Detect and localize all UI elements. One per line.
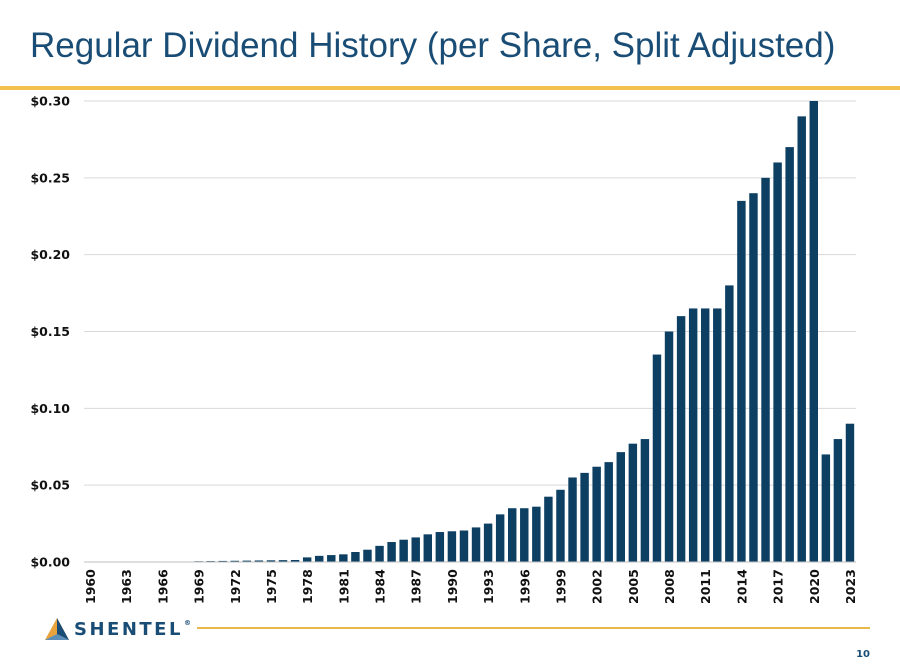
x-tick-label: 2002 bbox=[590, 569, 605, 604]
bar-1978 bbox=[302, 557, 312, 562]
bar-2001 bbox=[580, 472, 589, 562]
bar-2010 bbox=[688, 308, 698, 562]
bar-1972 bbox=[230, 560, 240, 562]
bar-1983 bbox=[363, 549, 372, 562]
registered-mark: ® bbox=[183, 618, 194, 627]
bar-2014 bbox=[737, 200, 746, 562]
bar-1998 bbox=[544, 496, 553, 562]
shentel-triangle-icon bbox=[45, 618, 69, 640]
y-tick-label: $0.25 bbox=[30, 170, 70, 185]
y-tick-label: $0.00 bbox=[30, 555, 70, 570]
x-tick-label: 1999 bbox=[553, 569, 568, 604]
bar-2020 bbox=[809, 101, 819, 562]
bar-2008 bbox=[664, 331, 674, 562]
x-tick-label: 2008 bbox=[662, 569, 677, 604]
x-tick-label: 2011 bbox=[698, 569, 713, 604]
x-tick-label: 1996 bbox=[517, 569, 532, 604]
bar-1991 bbox=[459, 530, 469, 562]
x-tick-label: 2017 bbox=[771, 569, 786, 604]
x-tick-label: 1987 bbox=[409, 569, 424, 604]
bar-1996 bbox=[520, 508, 529, 562]
slide-title: Regular Dividend History (per Share, Spl… bbox=[30, 26, 836, 65]
bar-2013 bbox=[725, 285, 734, 562]
x-tick-label: 1972 bbox=[228, 569, 243, 604]
title-underline bbox=[0, 86, 900, 90]
bar-2011 bbox=[700, 308, 710, 562]
bar-1989 bbox=[435, 532, 445, 562]
bar-1971 bbox=[218, 560, 227, 562]
bar-2019 bbox=[797, 116, 806, 562]
x-tick-label: 1963 bbox=[119, 569, 134, 604]
bar-2016 bbox=[761, 177, 770, 563]
x-tick-label: 2020 bbox=[807, 569, 822, 604]
x-tick-label: 2005 bbox=[626, 569, 641, 604]
bar-2023 bbox=[845, 423, 855, 562]
bar-1980 bbox=[327, 555, 336, 562]
bar-2018 bbox=[785, 147, 794, 562]
y-tick-label: $0.30 bbox=[30, 94, 70, 109]
x-axis-tick-labels: 1960 1963 1966 1969 1972 1975 1978 1981 1984 1987… bbox=[83, 569, 858, 604]
y-tick-label: $0.15 bbox=[30, 324, 70, 339]
bar-1987 bbox=[411, 537, 420, 562]
bar-1982 bbox=[351, 552, 360, 562]
bar-2009 bbox=[676, 316, 686, 562]
bar-2000 bbox=[568, 477, 577, 562]
bar-2003 bbox=[604, 462, 613, 562]
bar-1979 bbox=[314, 555, 324, 562]
bar-1988 bbox=[423, 534, 433, 562]
y-tick-label: $0.20 bbox=[30, 247, 70, 262]
page-number: 10 bbox=[856, 649, 870, 660]
x-tick-label: 1960 bbox=[83, 569, 98, 604]
bar-1981 bbox=[339, 554, 348, 562]
bar-1995 bbox=[507, 508, 517, 562]
bar-1973 bbox=[242, 560, 252, 562]
x-tick-label: 1975 bbox=[264, 569, 279, 604]
footer-rule bbox=[197, 627, 870, 629]
bar-2017 bbox=[773, 162, 782, 562]
bar-1990 bbox=[447, 531, 457, 562]
bar-2015 bbox=[749, 193, 758, 562]
x-tick-label: 1990 bbox=[445, 569, 460, 604]
bar-1993 bbox=[483, 523, 493, 562]
bars bbox=[194, 101, 855, 563]
shentel-logo: SHENTEL® bbox=[44, 615, 193, 643]
bar-1999 bbox=[556, 489, 565, 562]
x-tick-label: 1969 bbox=[192, 569, 207, 604]
x-tick-label: 2014 bbox=[734, 569, 749, 604]
bar-2005 bbox=[628, 443, 638, 562]
y-axis-tick-labels: $0.00 $0.05 $0.10 $0.15 $0.20 $0.25 $0.30 bbox=[30, 94, 70, 570]
bar-1986 bbox=[399, 539, 408, 562]
bar-1994 bbox=[495, 514, 505, 562]
x-tick-label: 1981 bbox=[336, 569, 351, 604]
bar-2012 bbox=[713, 308, 722, 562]
bar-1985 bbox=[387, 542, 396, 562]
bar-2022 bbox=[833, 439, 843, 562]
bar-1984 bbox=[375, 545, 384, 562]
y-tick-label: $0.10 bbox=[30, 401, 70, 416]
y-tick-label: $0.05 bbox=[30, 478, 70, 493]
logo-wordmark: SHENTEL® bbox=[74, 618, 194, 640]
bar-1997 bbox=[532, 506, 541, 562]
x-tick-label: 1978 bbox=[300, 569, 315, 604]
bar-2002 bbox=[592, 466, 601, 562]
bar-1974 bbox=[254, 560, 264, 562]
bar-2006 bbox=[640, 439, 650, 562]
bar-2004 bbox=[616, 452, 626, 562]
bar-1992 bbox=[471, 527, 481, 562]
x-tick-label: 1984 bbox=[373, 569, 388, 604]
x-tick-label: 2023 bbox=[843, 569, 858, 604]
x-tick-label: 1966 bbox=[155, 569, 170, 604]
bar-1976 bbox=[278, 560, 288, 562]
bar-2007 bbox=[652, 354, 662, 562]
x-tick-label: 1993 bbox=[481, 569, 496, 604]
bar-1975 bbox=[266, 560, 276, 562]
bar-2021 bbox=[821, 454, 831, 562]
bar-1977 bbox=[290, 560, 300, 562]
